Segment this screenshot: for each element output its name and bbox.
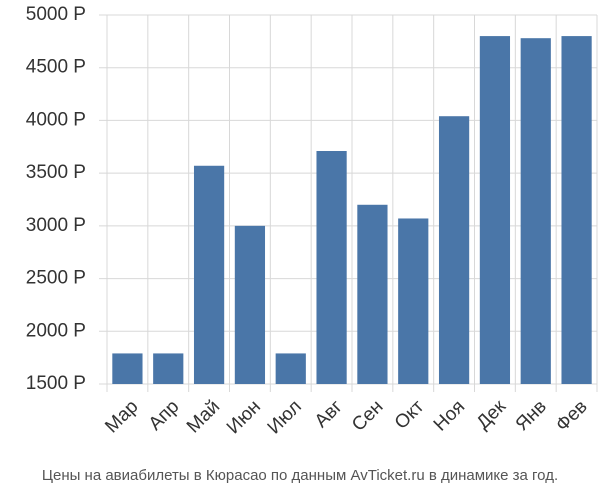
bar [112,353,143,384]
y-tick-label: 4500 Р [26,57,86,78]
x-tick-label: Ноя [430,396,469,435]
x-tick-label: Фев [552,396,592,436]
y-tick-label: 2000 Р [26,320,86,341]
bar [316,151,347,384]
x-tick-label: Дек [473,396,511,434]
bar [438,116,470,384]
x-tick-label: Июл [264,396,306,438]
bar [193,165,225,384]
x-tick-label: Авг [311,396,347,432]
x-tick-label: Сен [348,396,387,435]
bar [561,36,592,384]
bar [479,36,511,384]
bar [520,38,551,385]
x-tick-label: Июн [223,396,265,438]
bar [398,218,429,384]
y-tick-label: 3000 Р [26,215,86,236]
y-tick-label: 4000 Р [26,109,86,130]
bar [153,353,184,384]
x-tick-label: Окт [391,396,429,434]
x-tick-label: Янв [512,396,551,435]
bar [275,353,306,384]
y-tick-label: 1500 Р [26,373,86,394]
y-tick-label: 2500 Р [26,268,86,289]
bar [234,225,266,384]
y-tick-label: 5000 Р [26,4,86,25]
x-tick-label: Май [183,396,224,437]
y-tick-label: 3500 Р [26,162,86,183]
x-tick-label: Апр [145,396,184,435]
chart-caption: Цены на авиабилеты в Кюрасао по данным A… [42,467,558,484]
bar [357,204,388,384]
x-tick-label: Мар [101,396,142,437]
